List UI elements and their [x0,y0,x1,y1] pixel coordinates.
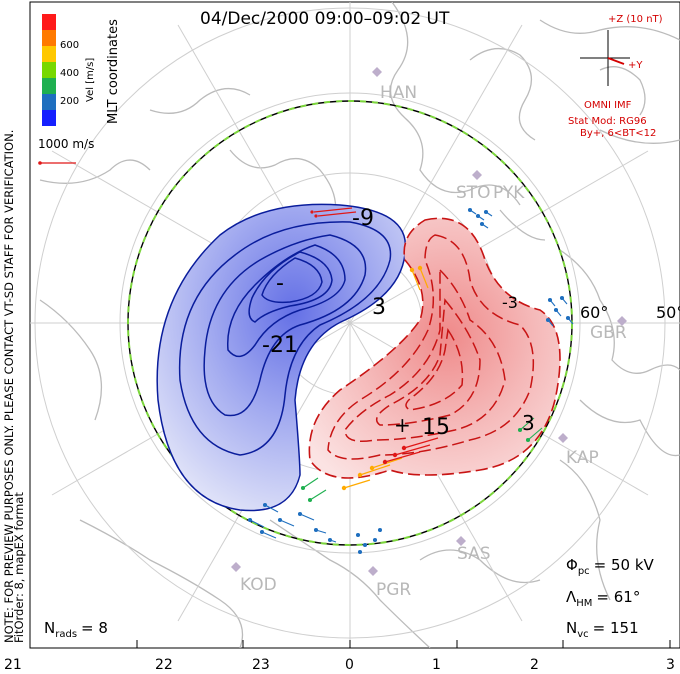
imf-source: OMNI IMF [584,100,632,111]
mlt-tick-2: 2 [530,657,539,673]
negative-potential-cell [156,203,407,512]
mlt-tick-23: 23 [252,657,270,673]
potential-minimum-marker: - [276,271,284,296]
svg-text:ΛHM= 61°: ΛHM = 61° [566,588,640,609]
nrads-symbol: N [44,619,55,637]
nvc-subscript: vc [577,629,588,640]
mlt-tick-3: 3 [666,657,675,673]
radar-marker-han [372,67,382,77]
coordinate-system-label: MLT coordinates [106,19,121,124]
radar-marker-sas [456,536,466,546]
contour-label-neg9: -9 [352,206,374,231]
hm-boundary-latitude: ΛHM = 61° [566,588,640,609]
radar-count: Nrads = 8 [44,619,108,640]
imf-y-label: +Y [628,60,643,71]
contour-label-3: 3 [372,295,386,320]
contour-label-neg21: -21 [262,333,298,358]
radar-marker-pgr [368,566,378,576]
potential-maximum-marker: + [394,413,411,437]
preview-note: NOTE: FOR PREVIEW PURPOSES ONLY. PLEASE … [2,130,16,643]
lambda-symbol: Λ [566,588,577,606]
reference-vector-origin [38,161,42,165]
mlt-tick-21: 21 [4,657,22,673]
coastlines [39,2,680,648]
svg-text:Nrads= 8: Nrads = 8 [44,619,108,640]
lambda-value: = 61° [596,588,640,606]
model-condition: By+, 6<BT<12 [580,128,656,139]
radar-label-sto: STO [456,183,491,203]
contour-label-neg3: -3 [502,293,518,312]
cross-polar-potential: Φpc = 50 kV [566,556,655,577]
vector-count: Nvc = 151 [566,619,639,640]
colorbar-tick-200: 200 [60,96,79,107]
nvc-value: = 151 [593,619,639,637]
contour-label-3b: 3 [522,411,535,435]
lambda-subscript: HM [576,598,592,609]
phi-subscript: pc [578,566,590,577]
colorbar-tick-600: 600 [60,40,79,51]
vector [313,207,353,213]
radar-label-han: HAN [380,83,417,103]
mlt-tick-1: 1 [432,657,441,673]
radar-marker-kap [558,433,568,443]
radar-marker-pyk [472,170,482,180]
latitude-label-60: 60° [580,303,608,322]
colorbar-swatch [42,110,56,126]
colorbar-swatch [42,46,56,62]
radar-markers [231,67,627,576]
radar-label-sas: SAS [457,544,491,564]
reference-vector-label: 1000 m/s [38,137,94,151]
radar-label-pyk: PYK [493,183,525,203]
radar-label-pgr: PGR [376,580,411,600]
radar-marker-kod [231,562,241,572]
colorbar-swatch [42,30,56,46]
positive-potential-cell [308,217,561,479]
radar-label-gbr: GBR [590,323,627,343]
nrads-subscript: rads [55,629,77,640]
fit-order-label: FitOrder: 8, mapEX format [12,492,26,643]
colorbar-label: Vel [m/s] [85,58,96,102]
nrads-value: = 8 [81,619,108,637]
colorbar-tick-400: 400 [60,68,79,79]
page-title: 04/Dec/2000 09:00–09:02 UT [200,9,450,29]
colorbar-swatch [42,14,56,30]
colorbar-swatch [42,94,56,110]
model-name: Stat Mod: RG96 [568,116,647,127]
radar-label-kod: KOD [240,575,277,595]
svg-text:Nvc= 151: Nvc = 151 [566,619,639,640]
colorbar-swatch [42,78,56,94]
phi-value: = 50 kV [594,556,655,574]
svg-text:Φpc= 50 kV: Φpc = 50 kV [566,556,655,577]
mlt-axis [29,640,671,648]
velocity-vectors [247,207,574,555]
imf-z-label: +Z (10 nT) [608,14,663,25]
latitude-label-50: 50° [656,303,680,322]
contour-label-15: 15 [422,415,450,440]
mlt-tick-22: 22 [155,657,173,673]
vector [317,211,357,217]
mlt-tick-0: 0 [345,657,354,673]
imf-vector [607,57,625,65]
nvc-symbol: N [566,619,577,637]
radar-marker-gbr [617,316,627,326]
velocity-colorbar: 600 400 200 Vel [m/s] [42,14,96,126]
radar-label-kap: KAP [566,448,599,468]
phi-symbol: Φ [566,556,578,574]
colorbar-swatch [42,62,56,78]
